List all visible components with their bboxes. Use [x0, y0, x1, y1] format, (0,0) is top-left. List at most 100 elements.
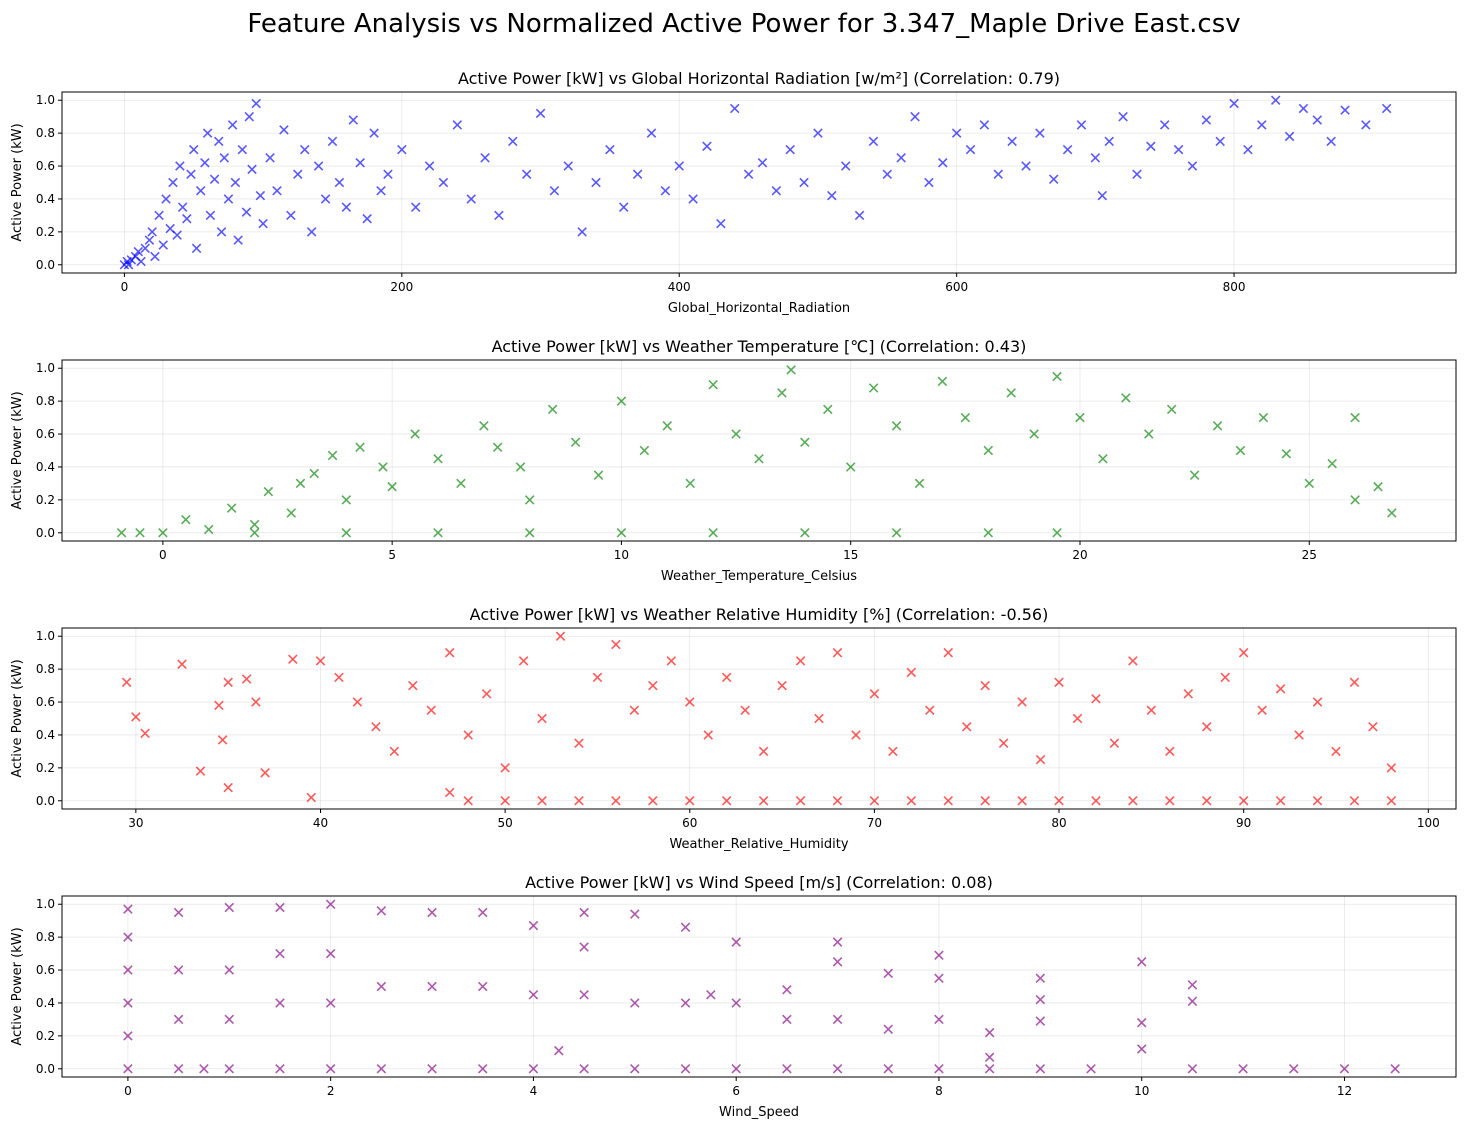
data-point [452, 120, 463, 130]
x-tick-label: 80 [1051, 816, 1066, 830]
data-point [1327, 458, 1337, 469]
data-point [708, 528, 718, 538]
data-point [537, 796, 547, 806]
data-point [648, 796, 658, 806]
data-point [275, 948, 285, 959]
data-point [1097, 190, 1108, 201]
data-point [984, 1064, 995, 1074]
data-point [980, 796, 990, 806]
data-point [813, 128, 823, 138]
data-point [1035, 994, 1046, 1005]
data-point [433, 453, 443, 464]
data-point [272, 185, 282, 196]
data-point [906, 796, 917, 806]
data-point [275, 1064, 285, 1074]
data-point [341, 528, 352, 538]
data-point [195, 766, 206, 776]
data-point [177, 202, 188, 212]
data-point [376, 185, 386, 196]
y-tick-label: 1.0 [36, 629, 55, 643]
data-point [217, 735, 228, 745]
data-point [1361, 120, 1371, 130]
data-point [224, 965, 235, 975]
data-point [914, 478, 925, 489]
data-point [832, 937, 843, 947]
data-point [882, 169, 893, 180]
data-point [611, 796, 621, 806]
data-point [376, 906, 387, 916]
data-point [135, 528, 145, 538]
data-point [508, 136, 518, 147]
x-tick-label: 0 [121, 280, 129, 294]
data-point [320, 194, 331, 204]
data-point [251, 98, 261, 109]
data-point [1173, 144, 1184, 155]
data-point [605, 144, 615, 155]
data-point [570, 437, 581, 448]
data-point [868, 383, 879, 393]
panel-wind-speed: Active Power [kW] vs Wind Speed [m/s] (C… [10, 873, 1457, 1120]
data-point [708, 379, 718, 390]
data-point [352, 697, 363, 707]
data-point [869, 796, 880, 806]
data-point [1220, 672, 1230, 683]
data-point [547, 404, 558, 415]
x-axis-label: Weather_Temperature_Celsius [661, 569, 857, 584]
x-tick-label: 400 [668, 280, 691, 294]
data-point [983, 528, 994, 538]
data-point [224, 1014, 235, 1025]
data-point [133, 246, 144, 257]
data-point [840, 161, 851, 171]
data-point [731, 1064, 741, 1074]
data-point [891, 421, 902, 431]
data-point [1201, 721, 1212, 732]
data-point [362, 213, 372, 224]
data-point [1052, 528, 1062, 538]
x-tick-label: 90 [1236, 816, 1251, 830]
data-point [1086, 1064, 1096, 1074]
data-point [203, 524, 214, 535]
data-point [481, 689, 492, 699]
data-point [325, 998, 336, 1008]
data-point [592, 672, 603, 683]
data-point [980, 680, 990, 691]
data-point [684, 796, 695, 806]
scatter-points [123, 899, 1400, 1074]
data-point [960, 412, 971, 423]
data-point [325, 899, 336, 909]
data-point [1091, 693, 1101, 704]
data-point [189, 144, 199, 155]
data-point [241, 207, 252, 217]
data-point [1257, 120, 1267, 130]
data-point [998, 738, 1009, 748]
data-point [937, 376, 948, 387]
data-point [1381, 103, 1392, 114]
y-tick-label: 0.6 [36, 695, 55, 709]
data-point [706, 989, 716, 1000]
data-point [260, 768, 270, 778]
data-point [181, 514, 191, 525]
data-point [1331, 746, 1341, 757]
data-point [666, 656, 677, 666]
data-point [1373, 481, 1383, 492]
data-point [961, 721, 972, 732]
data-point [518, 656, 529, 666]
x-tick-label: 15 [843, 548, 858, 562]
data-point [593, 470, 604, 480]
y-tick-label: 0.2 [36, 493, 55, 507]
data-point [703, 730, 713, 740]
x-tick-label: 4 [530, 1084, 538, 1098]
data-point [500, 763, 510, 773]
data-point [1062, 144, 1073, 155]
data-point [397, 144, 407, 155]
data-point [249, 519, 260, 530]
x-tick-label: 10 [614, 548, 629, 562]
data-point [528, 989, 539, 1000]
x-tick-label: 70 [867, 816, 882, 830]
data-point [327, 136, 338, 147]
data-point [943, 796, 954, 806]
data-point [219, 153, 230, 163]
data-point [616, 396, 627, 406]
data-point [984, 1052, 995, 1063]
